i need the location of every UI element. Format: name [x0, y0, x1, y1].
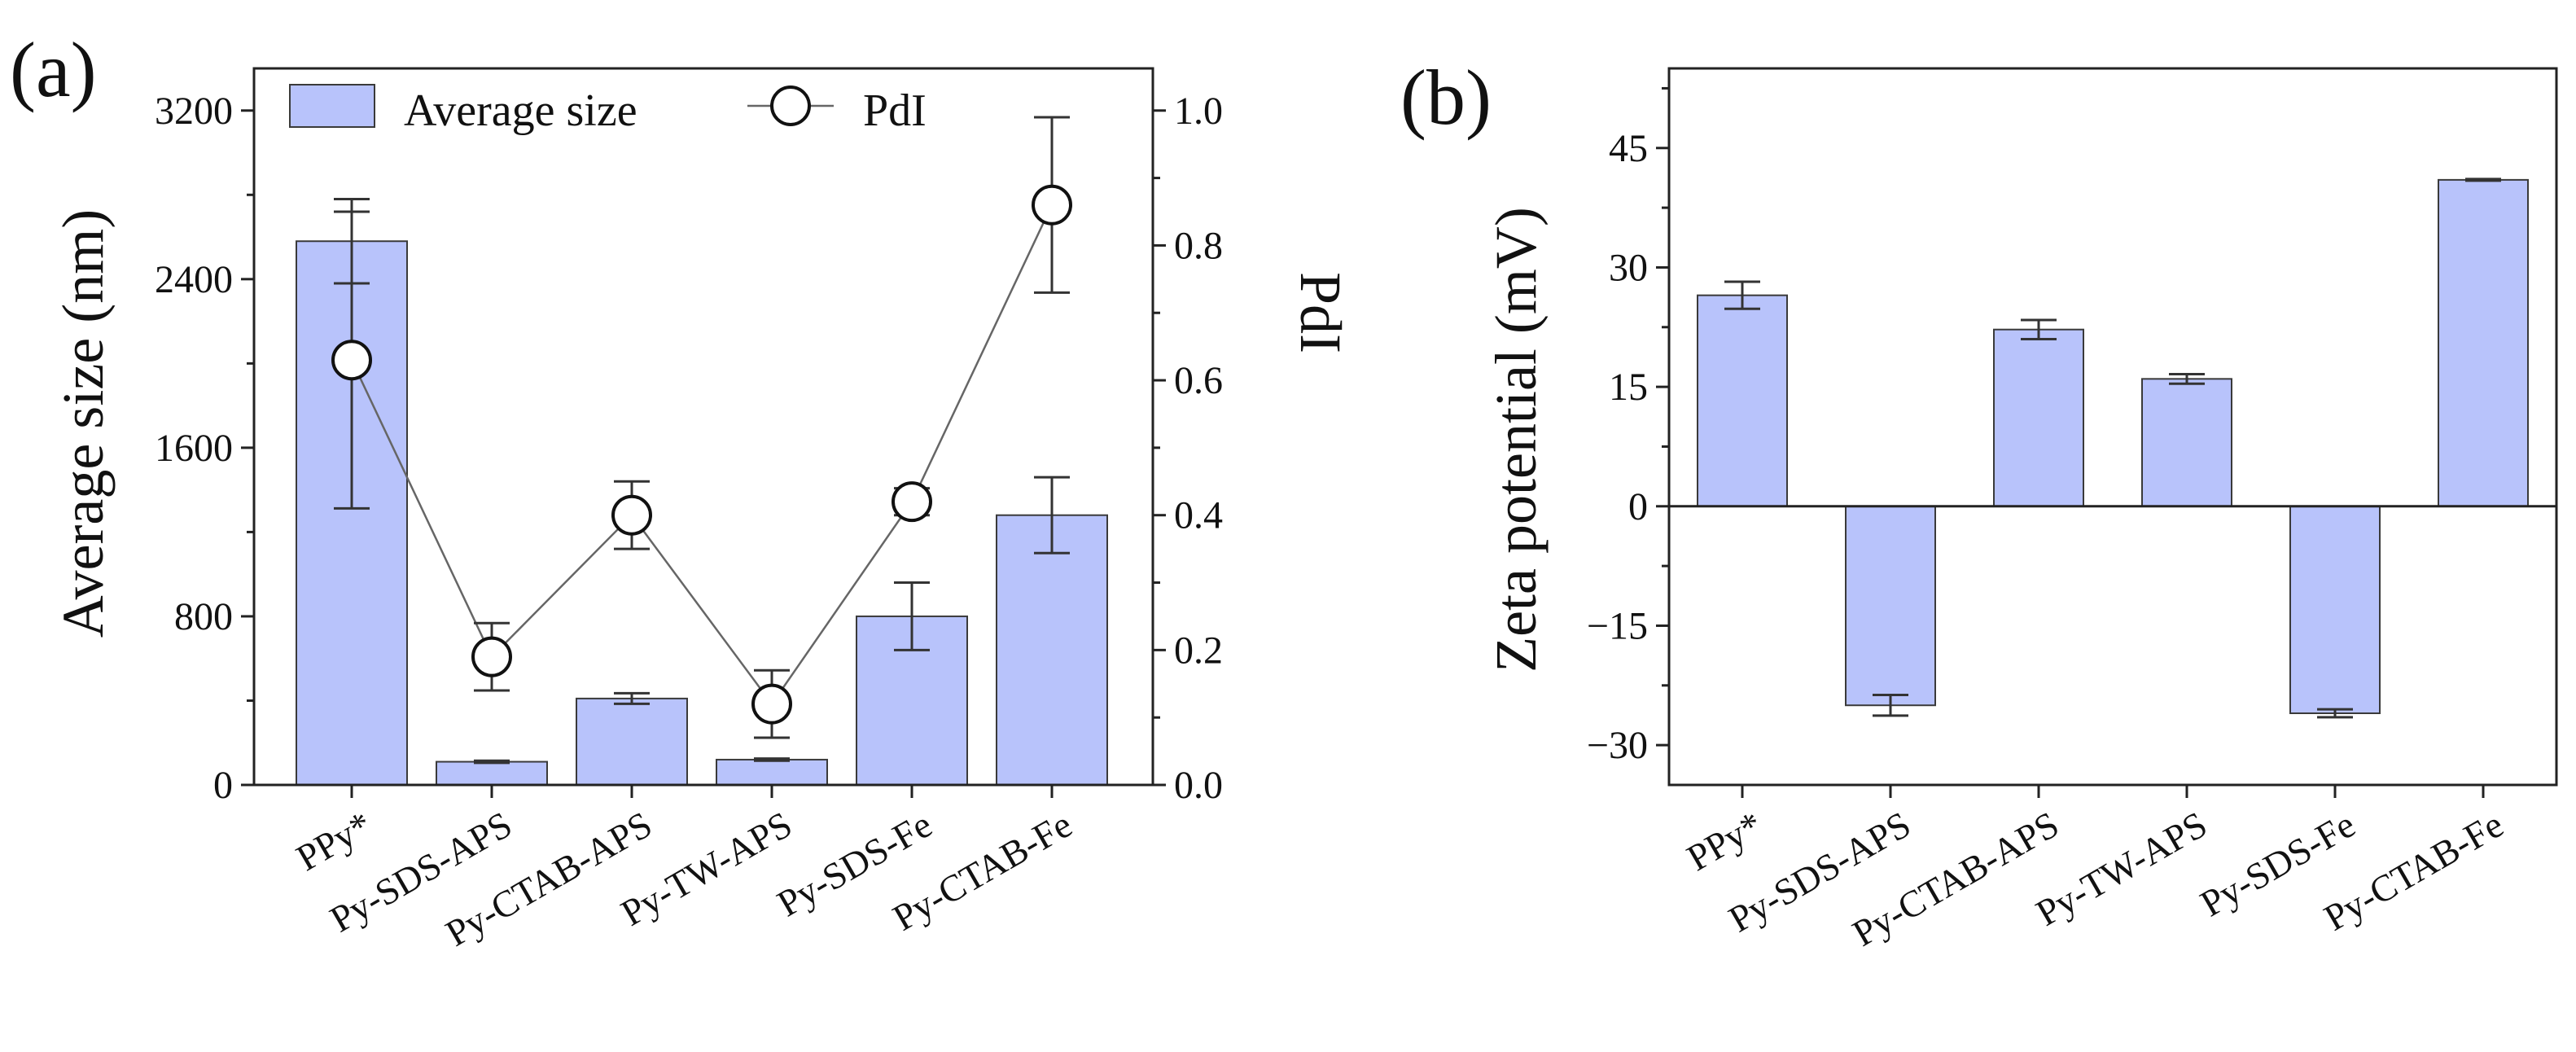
pdi-point-1: [471, 636, 512, 677]
y2-tick-label-a-3: 0.6: [1174, 359, 1223, 402]
zeta-error-2: [2021, 318, 2057, 340]
y2-tick-label-a-0: 0.0: [1174, 764, 1223, 807]
zeta-error-3: [2169, 372, 2205, 385]
y-axis-title-a: Average size (nm): [50, 209, 116, 638]
y-tick-label-b-2: 0: [1628, 485, 1648, 528]
pdi-point-5: [1032, 184, 1072, 226]
pdi-point-2: [611, 494, 652, 536]
y-tick-label-b-0: −30: [1587, 724, 1648, 767]
x-tick-label-a-0: PPy*: [289, 803, 379, 879]
pdi-point-0: [331, 340, 372, 381]
panel-a-label: (a): [10, 26, 97, 113]
pdi-series-line: [350, 204, 1054, 706]
pdi-point-4: [892, 481, 932, 523]
zeta-bar-1: [1845, 505, 1936, 707]
size-bar-1: [436, 761, 548, 787]
zeta-error-5: [2465, 178, 2501, 182]
size-error-3: [754, 757, 790, 762]
y-tick-label-b-4: 30: [1609, 246, 1648, 289]
size-error-4: [894, 581, 930, 651]
panel-b: (b) Zeta potential (mV) −30 −15 0 15 30 45 PPy…: [1400, 54, 2558, 954]
size-error-2: [614, 691, 650, 705]
panel-a: (a) Average size (nm) PdI 0 800 1600 2400 32…: [10, 26, 1353, 954]
y-tick-label-b-3: 15: [1609, 366, 1648, 409]
plot-frame-a: [252, 67, 1154, 787]
panel-b-label: (b): [1400, 54, 1492, 141]
y-tick-label-b-5: 45: [1609, 127, 1648, 170]
zeta-error-4: [2317, 708, 2353, 719]
y-tick-label-a-1: 800: [174, 595, 233, 638]
y2-tick-label-a-4: 0.8: [1174, 224, 1223, 267]
x-tick-label-b-0: PPy*: [1680, 803, 1769, 879]
legend-bar-label: Average size: [404, 85, 637, 136]
size-error-1: [474, 759, 510, 765]
size-error-5: [1034, 476, 1070, 554]
size-bar-3: [716, 758, 828, 786]
y-tick-label-a-3: 2400: [155, 258, 233, 301]
zeta-bar-2: [1993, 328, 2084, 507]
zeta-bar-5: [2438, 178, 2529, 507]
plot-frame-b: [1667, 67, 2558, 787]
y-tick-label-a-0: 0: [213, 764, 233, 807]
zeta-bar-3: [2141, 378, 2232, 507]
zeta-error-0: [1724, 280, 1760, 310]
legend-point-swatch: [770, 85, 811, 126]
zeta-bar-0: [1697, 294, 1788, 507]
y2-tick-label-a-1: 0.2: [1174, 629, 1223, 672]
y-tick-label-a-4: 3200: [155, 90, 233, 133]
size-bar-5: [996, 514, 1108, 786]
legend-bar-swatch: [289, 84, 375, 128]
y-tick-label-b-1: −15: [1587, 604, 1648, 647]
y-tick-label-a-2: 1600: [155, 427, 233, 470]
zeta-error-1: [1873, 694, 1908, 717]
y2-tick-label-a-2: 0.4: [1174, 494, 1223, 537]
y2-tick-label-a-5: 1.0: [1174, 90, 1223, 133]
x-tick-label-b-3: Py-TW-APS: [2029, 803, 2214, 933]
pdi-point-3: [751, 683, 792, 725]
y2-axis-title-a: PdI: [1288, 272, 1353, 353]
y-axis-title-b: Zeta potential (mV): [1483, 207, 1549, 673]
size-bar-2: [576, 697, 688, 786]
legend-line-label: PdI: [863, 85, 927, 136]
zeta-bar-4: [2289, 505, 2381, 714]
legend-a: Average size PdI: [289, 84, 927, 136]
